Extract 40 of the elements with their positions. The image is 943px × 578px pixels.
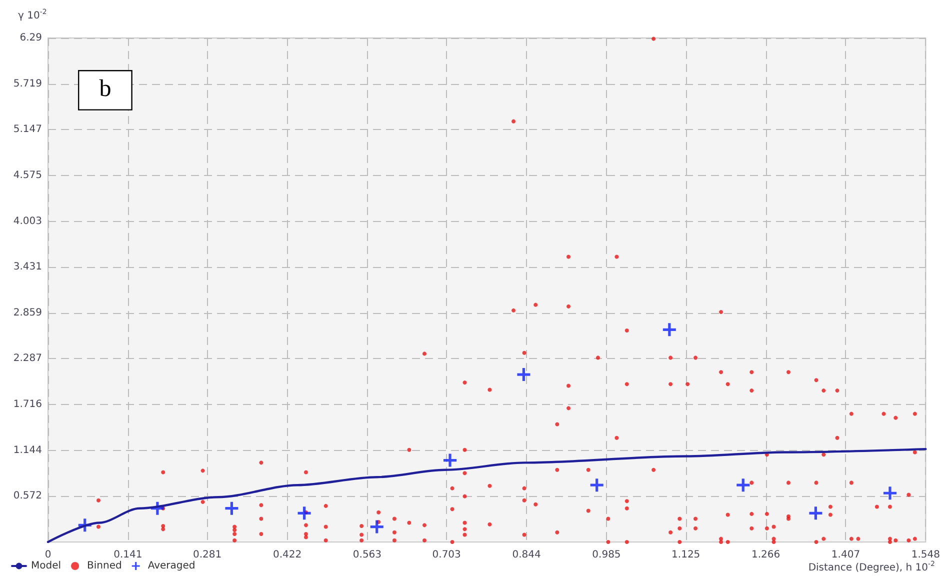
x-axis-title: Distance (Degree), h 10$^{-2}$ — [808, 560, 935, 574]
x-tick-label: 1.407 — [831, 550, 860, 560]
line-series — [46, 448, 927, 544]
point — [809, 506, 822, 520]
x-tick-label: 0.141 — [114, 550, 142, 560]
point — [883, 486, 896, 500]
x-tick-label: 0.281 — [193, 550, 222, 560]
x-tick-label: 0.985 — [592, 550, 621, 560]
point — [590, 478, 604, 492]
x-tick-label: 0.703 — [432, 550, 461, 560]
x-tick-label: 1.548 — [911, 550, 940, 560]
legend-label: Averaged — [148, 560, 196, 572]
x-tick-label: 1.266 — [751, 550, 780, 560]
y-tick-label: 4.003 — [13, 216, 42, 227]
x-tick-label: 1.125 — [672, 550, 700, 560]
legend-label: Model — [31, 560, 62, 572]
y-tick-label: 4.575 — [13, 170, 42, 181]
x-tick-label: 0.422 — [272, 550, 302, 560]
y-tick-label: 6.29 — [20, 32, 42, 44]
legend-label: Binned — [87, 560, 122, 572]
y-tick-label: 5.147 — [13, 124, 42, 136]
point — [517, 368, 530, 382]
y-tick-label: 0.572 — [13, 490, 42, 502]
y-tick-label: 1.144 — [13, 444, 42, 456]
y-tick-label: 2.287 — [13, 353, 42, 364]
y-axis-title: γ 10$^{-2}$ — [18, 8, 47, 22]
y-tick-label: 3.431 — [13, 262, 42, 273]
x-tick-label: 0.844 — [512, 550, 541, 560]
point — [443, 454, 456, 467]
point — [370, 520, 384, 534]
x-tick-label: 0.563 — [352, 550, 382, 560]
point — [736, 478, 750, 492]
y-tick-label: 5.719 — [13, 78, 42, 90]
y-tick-label: 2.859 — [13, 307, 42, 318]
x-tick-label: 0 — [44, 550, 52, 560]
y-tick-label: 1.716 — [13, 399, 42, 410]
point — [298, 506, 311, 520]
point — [662, 323, 676, 336]
point — [225, 502, 238, 515]
annotation: b — [99, 76, 112, 102]
